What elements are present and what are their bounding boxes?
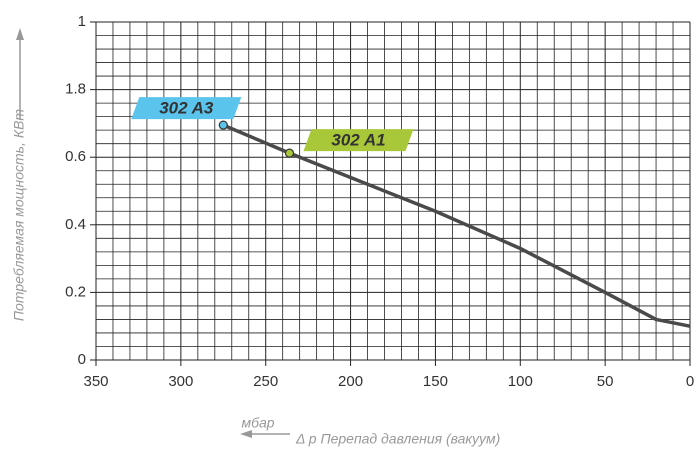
y-tick-label: 0.6 — [65, 148, 86, 165]
label-text: 302 A3 — [159, 99, 214, 118]
line — [222, 123, 691, 328]
y-tick-label: 0.2 — [65, 283, 86, 300]
y-tick-label: 0 — [78, 351, 86, 368]
x-unit: мбар — [241, 415, 274, 431]
point-marker — [284, 148, 295, 158]
x-tick-label: 350 — [83, 373, 108, 390]
y-axis-label: Потребляемая мощность, КВт — [11, 109, 27, 322]
x-axis-label: Δ p Перепад давления (вакуум) — [295, 431, 500, 447]
x-tick-label: 100 — [508, 373, 533, 390]
point-marker — [218, 120, 228, 130]
y-tick-label: 1.8 — [65, 81, 86, 98]
x-tick-label: 250 — [253, 373, 278, 390]
x-tick-label: 0 — [686, 373, 694, 390]
y-arrow-head — [16, 28, 24, 40]
x-tick-label: 150 — [423, 373, 448, 390]
y-tick-label: 0.4 — [65, 216, 86, 233]
y-tick-label: 1 — [78, 13, 86, 30]
x-tick-label: 200 — [338, 373, 363, 390]
x-arrow-head — [240, 430, 252, 438]
label-box — [303, 129, 414, 152]
x-tick-label: 300 — [168, 373, 193, 390]
label-box — [131, 97, 242, 120]
label-text: 302 A1 — [331, 131, 385, 150]
x-tick-label: 50 — [597, 373, 614, 390]
